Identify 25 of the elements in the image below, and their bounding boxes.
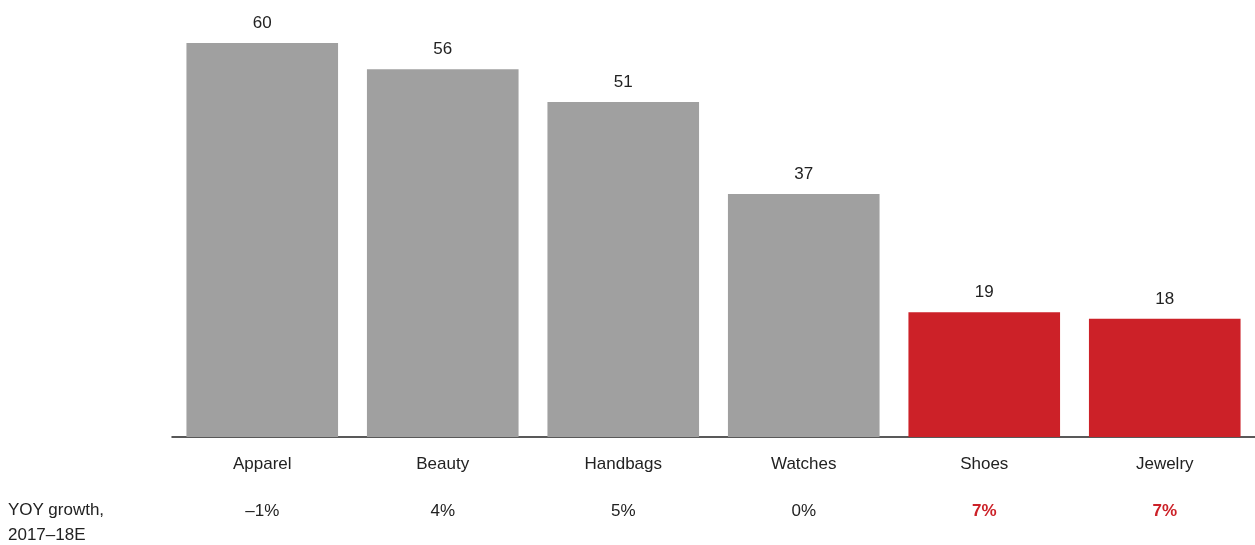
text: 4% [430, 500, 456, 520]
text: 5% [610, 500, 636, 520]
bar [727, 194, 880, 437]
text: YOY growth, 2017–18E [8, 500, 109, 544]
text: 0% [791, 500, 817, 520]
bar [547, 102, 700, 437]
x-tick-label: Handbags [584, 454, 663, 473]
bar [366, 69, 519, 437]
x-tick-label: Beauty [416, 454, 470, 473]
x-tick-label: Watches [770, 454, 837, 473]
data-label: 56 [433, 39, 453, 59]
data-label: 60 [252, 13, 272, 32]
text: –1% [245, 500, 280, 520]
data-label: 51 [613, 72, 633, 92]
x-tick-label: Apparel [232, 454, 292, 473]
x-tick-label: Jewelry [1135, 454, 1195, 473]
text: 7% [971, 500, 997, 520]
text: 7% [1152, 500, 1178, 520]
data-label: 19 [974, 282, 994, 302]
data-label: 18 [1155, 288, 1175, 308]
bar [908, 312, 1061, 437]
bar [186, 43, 339, 437]
data-label: 37 [794, 164, 814, 184]
x-tick-label: Shoes [960, 454, 1009, 473]
bar [1088, 318, 1241, 437]
